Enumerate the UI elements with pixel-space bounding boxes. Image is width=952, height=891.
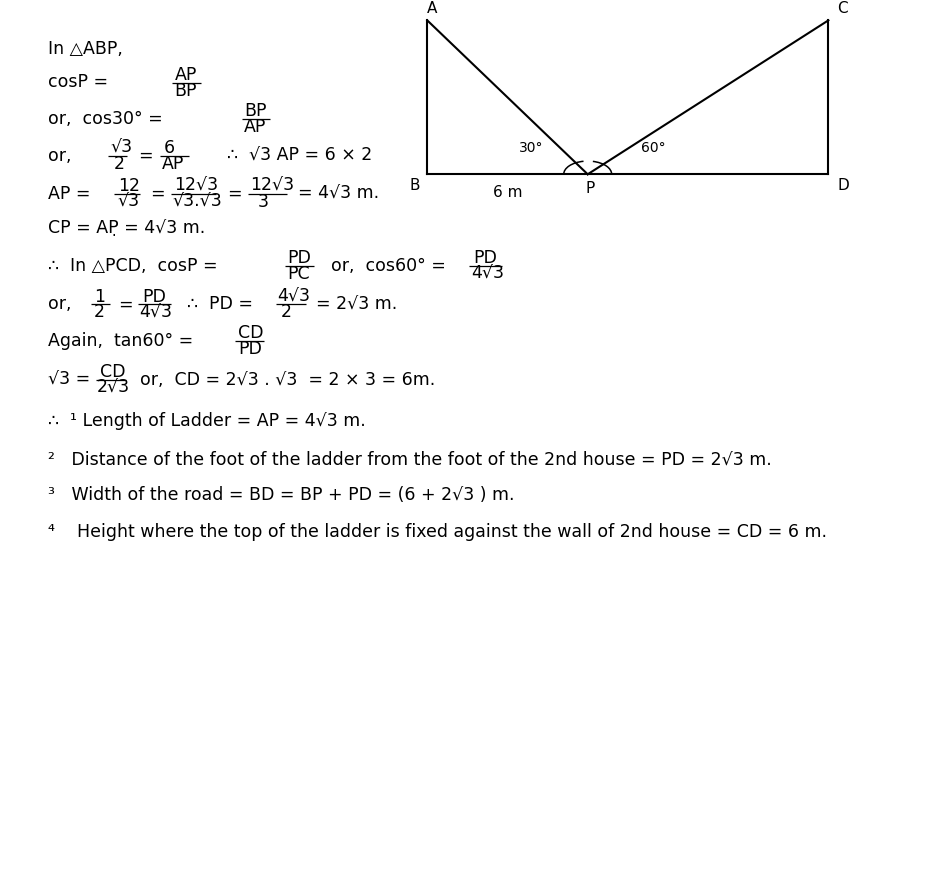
Text: 6: 6	[164, 139, 175, 157]
Text: PC: PC	[288, 265, 310, 282]
Text: ²   Distance of the foot of the ladder from the foot of the 2nd house = PD = 2√3: ² Distance of the foot of the ladder fro…	[48, 451, 771, 469]
Text: D: D	[836, 178, 848, 192]
Text: √3.√3: √3.√3	[172, 192, 222, 210]
Text: 3: 3	[257, 192, 268, 210]
Text: or,: or,	[48, 296, 71, 314]
Text: BP: BP	[244, 102, 267, 120]
Text: A: A	[426, 1, 436, 16]
Text: or,  CD = 2√3 . √3  = 2 × 3 = 6m.: or, CD = 2√3 . √3 = 2 × 3 = 6m.	[139, 371, 434, 389]
Text: = 4√3 m.: = 4√3 m.	[298, 184, 379, 202]
Text: cosP =: cosP =	[48, 73, 108, 91]
Text: √3: √3	[110, 139, 132, 157]
Text: ∴  ¹ Length of Ladder = AP = 4√3 m.: ∴ ¹ Length of Ladder = AP = 4√3 m.	[48, 412, 366, 429]
Text: PD: PD	[473, 249, 497, 266]
Text: CD: CD	[238, 324, 264, 342]
Text: AP: AP	[162, 155, 185, 173]
Text: ∴  PD =: ∴ PD =	[188, 296, 253, 314]
Text: 2: 2	[281, 303, 291, 322]
Text: P: P	[585, 181, 594, 196]
Text: ∴  In △PCD,  cosP =: ∴ In △PCD, cosP =	[48, 257, 217, 274]
Text: 2: 2	[94, 303, 105, 322]
Text: 60°: 60°	[640, 141, 664, 155]
Text: =: =	[227, 184, 241, 202]
Text: ³   Width of the road = BD = BP + PD = (6 + 2√3 ) m.: ³ Width of the road = BD = BP + PD = (6 …	[48, 486, 514, 504]
Text: BP: BP	[174, 82, 197, 100]
Text: 6 m: 6 m	[492, 184, 522, 200]
Text: AP =: AP =	[48, 184, 90, 202]
Text: 2√3: 2√3	[97, 379, 129, 397]
Text: PD: PD	[142, 288, 166, 306]
Text: =: =	[149, 184, 165, 202]
Text: 30°: 30°	[518, 141, 543, 155]
Text: √3: √3	[118, 192, 140, 210]
Text: = 2√3 m.: = 2√3 m.	[315, 296, 396, 314]
Text: =: =	[118, 296, 133, 314]
Text: or,  cos60° =: or, cos60° =	[331, 257, 446, 274]
Text: 1: 1	[94, 288, 105, 306]
Text: or,  cos30° =: or, cos30° =	[48, 110, 163, 128]
Text: =: =	[138, 147, 152, 165]
Text: 4√3: 4√3	[277, 288, 310, 306]
Text: AP: AP	[174, 66, 196, 84]
Text: CD: CD	[100, 364, 126, 381]
Text: ∴  √3 AP = 6 × 2: ∴ √3 AP = 6 × 2	[227, 147, 371, 165]
Text: Again,  tan60° =: Again, tan60° =	[48, 332, 193, 350]
Text: 2: 2	[113, 155, 124, 173]
Text: 4√3: 4√3	[470, 265, 504, 282]
Text: AP: AP	[244, 118, 267, 135]
Text: In △ABP,: In △ABP,	[48, 39, 123, 58]
Text: B: B	[409, 178, 420, 192]
Text: 12√3: 12√3	[174, 176, 218, 195]
Text: PD: PD	[238, 340, 262, 358]
Text: √3 =: √3 =	[48, 371, 90, 389]
Text: PD: PD	[288, 249, 311, 266]
Text: CP = AP̣ = 4√3 m.: CP = AP̣ = 4√3 m.	[48, 219, 205, 237]
Text: 4√3: 4√3	[139, 303, 172, 322]
Text: ⁴    Height where the top of the ladder is fixed against the wall of 2nd house =: ⁴ Height where the top of the ladder is …	[48, 523, 826, 541]
Text: 12: 12	[118, 176, 140, 195]
Text: or,: or,	[48, 147, 71, 165]
Text: C: C	[836, 1, 847, 16]
Text: 12√3: 12√3	[250, 176, 294, 195]
